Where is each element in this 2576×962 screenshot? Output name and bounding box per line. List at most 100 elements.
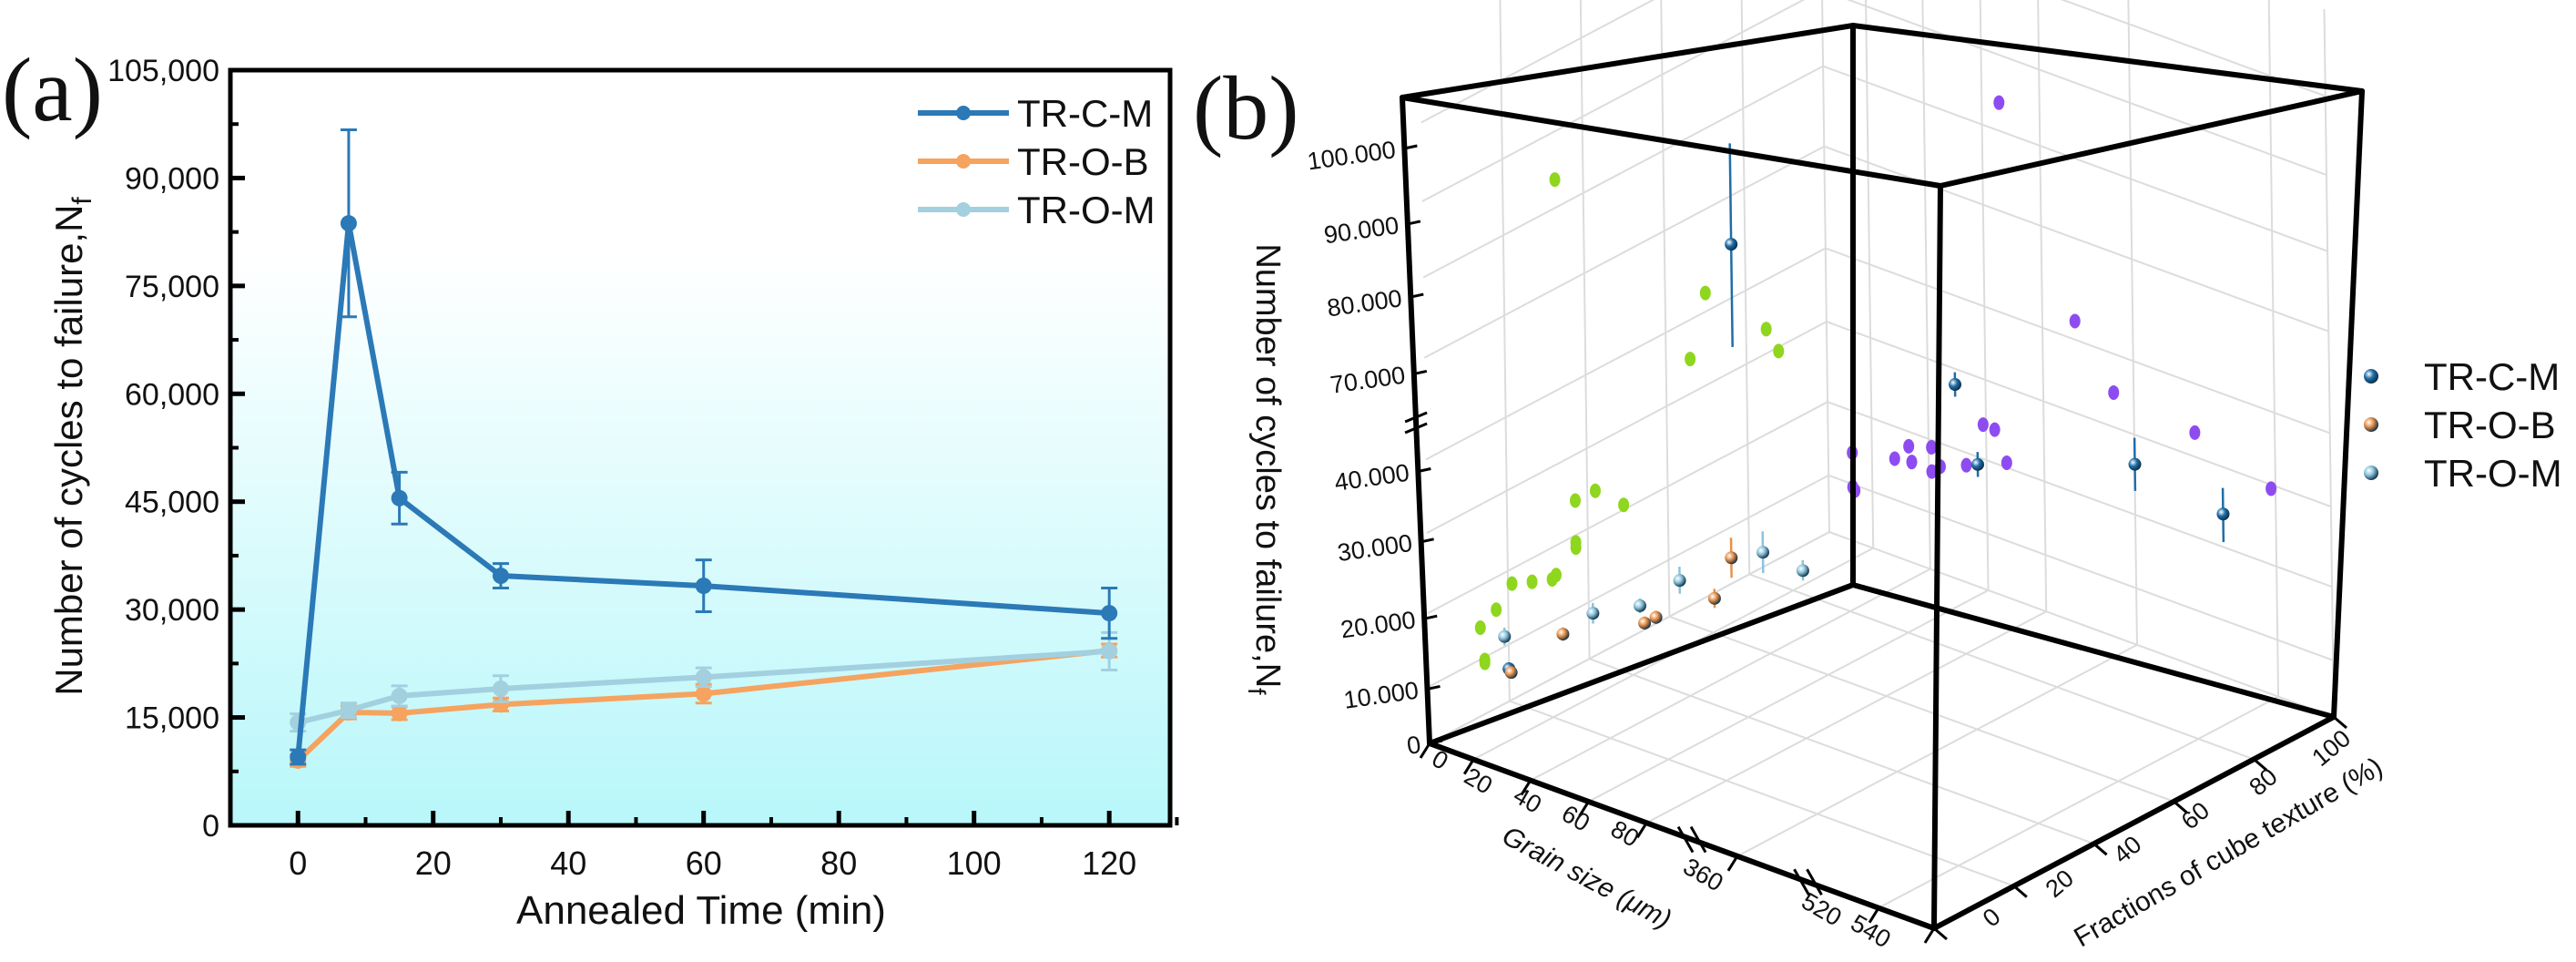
z-tick-b — [1420, 537, 1434, 544]
data-point-tr-c-m — [2216, 507, 2230, 521]
data-point-tr-o-m — [1634, 599, 1647, 612]
data-point-tr-o-b — [1649, 610, 1663, 624]
grid-line — [1428, 474, 1829, 688]
axis-break-mark — [1689, 825, 1707, 854]
chart-a: 0 15,000 30,000 45,000 60,000 75,000 90,000 105… — [2, 39, 1179, 933]
wall-projection-point — [1903, 438, 1915, 454]
grid-line — [1426, 321, 1828, 535]
legend-marker — [956, 106, 971, 120]
grid-line — [1823, 145, 2329, 333]
grid-line — [1499, 0, 1511, 701]
wall-projection-point — [1491, 602, 1502, 618]
x-tick-label-a: 20 — [415, 844, 452, 882]
grid-line — [1509, 700, 2015, 887]
wall-projection-point — [1549, 172, 1561, 188]
data-point — [695, 578, 712, 595]
data-point — [391, 687, 408, 704]
data-point-tr-o-b — [1504, 666, 1518, 680]
z-tick-label-b: 10.000 — [1342, 677, 1420, 714]
wall-projection-point — [1960, 457, 1972, 473]
y-tick-label-a: 105,000 — [107, 54, 219, 88]
data-point-tr-o-m — [1673, 574, 1686, 588]
x-tick-b — [1462, 758, 1475, 775]
grid-line — [1740, 0, 1751, 575]
axis-box-edge — [2331, 88, 2365, 720]
wall-projection-point — [1479, 655, 1491, 670]
wall-projection-point — [1906, 455, 1918, 470]
chart-a-marks: 0 15,000 30,000 45,000 60,000 75,000 90,000 105… — [107, 54, 1179, 882]
wall-projection-point — [2189, 425, 2201, 440]
legend-label: TR-O-M — [2424, 452, 2562, 495]
grid-line — [1822, 65, 2328, 252]
data-point-tr-c-m — [1725, 238, 1738, 251]
wall-projection-point — [1977, 417, 1989, 433]
wall-projection-point — [1685, 352, 1696, 367]
grid-line — [1846, 0, 2327, 176]
wall-projection-point — [1618, 497, 1630, 513]
wall-projection-point — [1926, 464, 1938, 479]
grid-line — [1660, 0, 1671, 617]
wall-projection-point — [1773, 343, 1785, 359]
data-point — [695, 685, 712, 702]
y-tick-label-b: 0 — [1978, 903, 2006, 933]
grid-line — [1588, 589, 1989, 803]
wall-projection-point — [1570, 535, 1582, 550]
grid-b — [1420, 0, 2335, 929]
data-point — [391, 704, 408, 722]
x-tick-label-b: 40 — [1509, 782, 1546, 819]
z-tick-label-b: 100.000 — [1306, 136, 1398, 175]
grid-line — [1979, 0, 1990, 590]
grid-line — [1825, 247, 2331, 435]
x-tick-b — [1520, 779, 1532, 796]
z-tick-b — [1404, 144, 1418, 150]
axis-break-mark — [1404, 422, 1428, 435]
x-tick-b — [1578, 801, 1590, 817]
wall-projection-point — [1506, 576, 1518, 591]
z-axis-title-b: Number of cycles to failure,Nf — [1243, 243, 1287, 695]
y-tick-label-b: 60 — [2176, 796, 2215, 834]
axis-box-edge — [1850, 582, 2337, 720]
data-point-tr-o-m — [1498, 629, 1512, 643]
data-point — [695, 669, 712, 686]
x-tick-label-a: 40 — [550, 844, 586, 882]
x-tick-b — [1868, 906, 1880, 924]
grid-line — [1827, 401, 2333, 588]
legend-marker — [956, 154, 971, 169]
grid-line — [1420, 0, 1655, 124]
x-tick-label-a: 0 — [289, 844, 307, 882]
legend-label: TR-C-M — [2424, 355, 2560, 398]
y-tick-b — [2092, 843, 2108, 856]
axis-box-edge — [1400, 95, 1432, 746]
x-tick-b — [1726, 855, 1739, 872]
legend-label: TR-O-B — [2424, 404, 2556, 446]
grid-line — [1865, 0, 1875, 548]
data-point — [492, 568, 509, 585]
y-tick-b — [2253, 758, 2268, 772]
legend-marker — [956, 202, 971, 217]
wall-projection-point — [1760, 322, 1772, 337]
z-tick-label-b: 40.000 — [1333, 459, 1411, 496]
legend-a: TR-C-M TR-O-B TR-O-M — [918, 92, 1156, 231]
y-tick-b — [2173, 800, 2188, 814]
data-point-tr-o-b — [1707, 591, 1721, 605]
x-tick-b — [1419, 742, 1431, 759]
axis-box-edge — [1400, 23, 1856, 100]
legend-b: TR-C-M TR-O-B TR-O-M — [2364, 355, 2562, 495]
data-point — [1101, 605, 1118, 622]
z-tick-b — [1410, 292, 1424, 299]
data-point-tr-o-m — [1586, 607, 1600, 620]
y-tick-label-a: 15,000 — [125, 701, 219, 736]
wall-projection-point — [1926, 440, 1938, 455]
data-point — [340, 701, 357, 719]
y-tick-label-a: 0 — [202, 809, 219, 844]
x-tick-label-a: 60 — [686, 844, 722, 882]
y-tick-label-a: 60,000 — [125, 377, 219, 412]
grid-line — [1748, 573, 2255, 761]
grid-line — [2127, 0, 2138, 645]
grid-line — [1589, 658, 2094, 845]
grid-line — [1828, 474, 2334, 661]
panel-label-a: (a) — [2, 39, 103, 140]
y-axis-title-a: Number of cycles to failure,Nf — [47, 197, 97, 696]
data-point-tr-o-b — [1638, 616, 1652, 629]
data-point — [340, 215, 357, 232]
